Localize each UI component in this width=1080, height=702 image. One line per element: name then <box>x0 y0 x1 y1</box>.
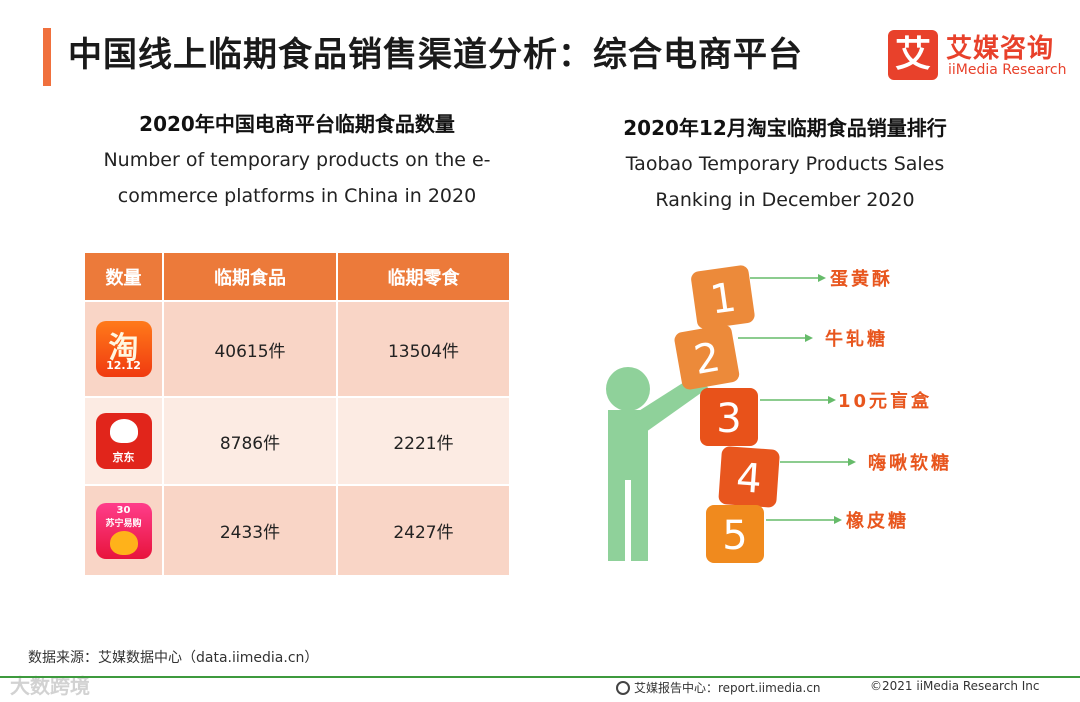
platform-product-table: 数量 临期食品 临期零食 淘 12.12 40615件 13504件 京东 8 <box>85 253 509 575</box>
person-figure <box>606 367 708 561</box>
rank-block-shape <box>706 505 764 563</box>
brand-name-en: iiMedia Research <box>948 62 1067 78</box>
watermark-text: 大数跨境 <box>10 674 90 698</box>
right-section-title: 2020年12月淘宝临期食品销量排行 <box>623 116 947 140</box>
left-subtitle-line-1: Number of temporary products on the e- <box>103 149 491 171</box>
rank-block-shape <box>700 388 758 446</box>
rank-block-shape <box>691 265 755 329</box>
rank-product-label: 蛋黄酥 <box>830 268 893 290</box>
right-subtitle-line-2: Ranking in December 2020 <box>655 189 915 211</box>
jd-icon: 京东 <box>95 413 152 469</box>
globe-icon <box>616 681 630 695</box>
page-title: 中国线上临期食品销售渠道分析：综合电商平台 <box>68 35 803 75</box>
rank-block-5: 5 <box>706 505 764 563</box>
rank-block-3: 3 <box>700 388 758 446</box>
left-section-subtitle: Number of temporary products on the e- c… <box>85 142 509 214</box>
food-count-cell: 40615件 <box>163 300 338 397</box>
suning-mascot-icon <box>109 530 138 555</box>
rank-block-4: 4 <box>718 446 780 508</box>
suning-icon-label: 苏宁易购 <box>105 518 142 529</box>
rank-block-1: 1 <box>691 265 755 329</box>
arrow-head-icon <box>848 458 856 466</box>
platform-cell: 30 苏宁易购 <box>85 484 164 575</box>
brand-name-cn: 艾媒咨询 <box>946 34 1055 64</box>
rank-product-label: 牛轧糖 <box>825 328 888 350</box>
food-count-cell: 8786件 <box>163 396 338 485</box>
rank-product-label: 10元盲盒 <box>838 390 932 412</box>
left-section-title: 2020年中国电商平台临期食品数量 <box>139 112 455 136</box>
taobao-icon-label: 12.12 <box>106 359 141 372</box>
report-center-link[interactable]: 艾媒报告中心：report.iimedia.cn <box>616 679 821 696</box>
table-header-quantity: 数量 <box>85 253 164 301</box>
snack-count-cell: 13504件 <box>337 300 509 397</box>
table-row: 淘 12.12 40615件 13504件 <box>85 300 509 397</box>
arrow-head-icon <box>805 334 813 342</box>
snack-count-cell: 2221件 <box>337 396 509 485</box>
taobao-icon: 淘 12.12 <box>95 321 152 377</box>
rank-product-label: 嗨啾软糖 <box>868 452 952 474</box>
report-center-text: 艾媒报告中心：report.iimedia.cn <box>634 681 821 695</box>
table-row: 京东 8786件 2221件 <box>85 396 509 485</box>
jd-icon-label: 京东 <box>112 451 135 464</box>
rank-number: 5 <box>722 513 747 559</box>
suning-icon-number: 30 <box>116 504 131 516</box>
right-section-subtitle: Taobao Temporary Products Sales Ranking … <box>580 146 990 218</box>
data-source-note: 数据来源：艾媒数据中心（data.iimedia.cn） <box>28 650 319 666</box>
snack-count-cell: 2427件 <box>337 484 509 575</box>
food-count-cell: 2433件 <box>163 484 338 575</box>
jd-mascot-icon <box>109 419 138 443</box>
table-header-snack: 临期零食 <box>337 253 509 301</box>
copyright-text: ©2021 iiMedia Research Inc <box>870 679 1040 693</box>
rank-number: 1 <box>707 275 739 324</box>
arrow-head-icon <box>834 516 842 524</box>
platform-cell: 京东 <box>85 396 164 485</box>
brand-logo-group: 艾 艾媒咨询 iiMedia Research <box>888 30 1067 82</box>
rank-block-shape <box>674 324 740 390</box>
right-subtitle-line-1: Taobao Temporary Products Sales <box>625 153 945 175</box>
sales-ranking-illustration: 1 蛋黄酥 2 牛轧糖 3 10元盲盒 4 嗨啾软糖 5 橡皮糖 <box>606 265 952 563</box>
footer-divider <box>0 676 1080 678</box>
left-subtitle-line-2: commerce platforms in China in 2020 <box>117 185 477 207</box>
table-row: 30 苏宁易购 2433件 2427件 <box>85 484 509 575</box>
rank-number: 4 <box>735 455 764 503</box>
rank-block-2: 2 <box>674 324 740 390</box>
platform-cell: 淘 12.12 <box>85 300 164 397</box>
arrow-head-icon <box>828 396 836 404</box>
table-header-food: 临期食品 <box>163 253 338 301</box>
title-accent-bar <box>43 28 51 86</box>
arrow-head-icon <box>818 274 826 282</box>
table-header-row: 数量 临期食品 临期零食 <box>85 253 509 301</box>
rank-number: 3 <box>716 396 741 442</box>
iimedia-logo-icon: 艾 <box>888 30 938 80</box>
suning-icon: 30 苏宁易购 <box>95 502 152 559</box>
rank-block-shape <box>718 446 780 508</box>
rank-product-label: 橡皮糖 <box>846 510 909 532</box>
taobao-icon-glyph: 淘 <box>108 331 139 366</box>
